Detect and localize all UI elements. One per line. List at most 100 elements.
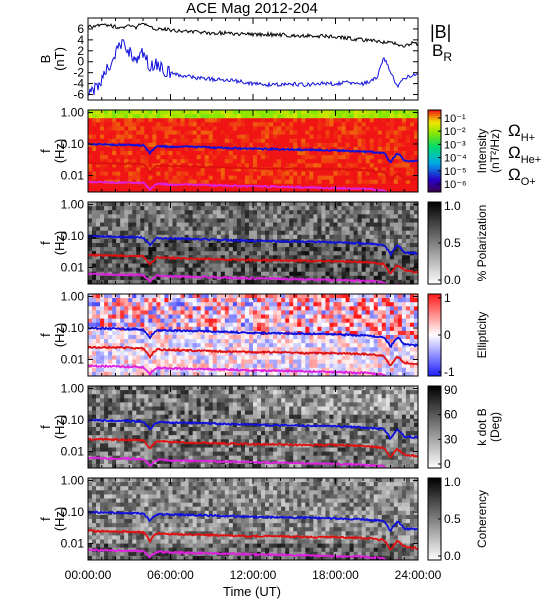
spectrogram-cell xyxy=(289,263,294,268)
spectrogram-cell xyxy=(409,187,415,192)
spectrogram-cell xyxy=(192,271,198,277)
spectrogram-cell xyxy=(333,206,338,211)
spectrogram-cell xyxy=(413,187,418,192)
spectrogram-cell xyxy=(409,279,415,284)
spectrogram-cell xyxy=(228,243,234,248)
spectrogram-cell xyxy=(389,167,395,172)
spectrogram-cell xyxy=(88,247,93,252)
spectrogram-cell xyxy=(140,247,145,252)
spectrogram-cell xyxy=(401,114,407,119)
spectrogram-cell xyxy=(152,151,157,156)
spectrogram-cell xyxy=(188,118,194,123)
spectrogram-cell xyxy=(253,255,258,260)
spectrogram-cell xyxy=(184,298,190,303)
spectrogram-cell xyxy=(232,126,238,131)
spectrogram-cell xyxy=(100,146,105,152)
spectrogram-cell xyxy=(277,351,282,356)
spectrogram-cell xyxy=(341,218,346,223)
spectrogram-cell xyxy=(289,306,294,311)
spectrogram-cell xyxy=(204,126,210,131)
spectrogram-cell xyxy=(104,318,109,324)
spectrogram-cell xyxy=(200,110,206,115)
spectrogram-cell xyxy=(156,202,161,207)
spectrogram-cell xyxy=(337,130,342,135)
spectrogram-cell xyxy=(253,234,258,240)
spectrogram-cell xyxy=(100,187,105,192)
spectrogram-cell xyxy=(164,159,169,164)
spectrogram-cell xyxy=(236,326,242,332)
spectrogram-cell xyxy=(108,206,113,211)
spectrogram-cell xyxy=(361,255,367,260)
spectrogram-cell xyxy=(321,187,326,192)
spectrogram-cell xyxy=(413,175,418,181)
spectrogram-cell xyxy=(96,202,101,207)
spectrogram-cell xyxy=(297,171,302,176)
spectrogram-cell xyxy=(269,371,274,376)
spectrogram-cell xyxy=(321,171,326,176)
spectrogram-cell xyxy=(333,138,338,144)
spectrogram-cell xyxy=(116,151,121,156)
spectrogram-cell xyxy=(160,151,165,156)
spectrogram-cell xyxy=(361,187,367,192)
spectrogram-cell xyxy=(297,310,302,315)
spectrogram-cell xyxy=(385,130,391,135)
spectrogram-cell xyxy=(168,339,173,344)
spectrogram-cell xyxy=(269,343,274,348)
spectrogram-cell xyxy=(156,306,161,311)
spectrogram-cell xyxy=(192,142,198,148)
spectrogram-cell xyxy=(349,171,355,176)
spectrogram-cell xyxy=(164,302,169,307)
spectrogram-cell xyxy=(148,322,153,328)
colorbar-segment xyxy=(428,222,441,226)
spectrogram-cell xyxy=(401,230,407,236)
spectrogram-cell xyxy=(88,279,93,284)
spectrogram-cell xyxy=(108,335,113,340)
spectrogram-cell xyxy=(144,326,149,332)
spectrogram-cell xyxy=(397,259,403,264)
spectrogram-cell xyxy=(401,126,407,131)
spectrogram-cell xyxy=(164,114,169,119)
spectrogram-cell xyxy=(281,294,286,299)
spectrogram-cell xyxy=(341,234,346,240)
spectrogram-cell xyxy=(309,363,314,369)
spectrogram-cell xyxy=(281,371,286,376)
spectrogram-cell xyxy=(405,114,411,119)
spectrogram-cell xyxy=(385,218,391,223)
spectrogram-cell xyxy=(156,339,161,344)
spectrogram-cell xyxy=(156,126,161,131)
spectrogram-cell xyxy=(132,187,137,192)
spectrogram-cell xyxy=(136,298,141,303)
spectrogram-cell xyxy=(188,159,194,164)
spectrogram-cell xyxy=(309,355,314,360)
colorbar-segment xyxy=(428,249,441,252)
spectrogram-cell xyxy=(224,234,230,240)
spectrogram-cell xyxy=(120,347,125,352)
spectrogram-cell xyxy=(128,122,133,127)
spectrogram-cell xyxy=(160,134,165,140)
spectrogram-cell xyxy=(212,279,218,284)
spectrogram-cell xyxy=(196,243,202,248)
spectrogram-cell xyxy=(329,151,334,156)
spectrogram-cell xyxy=(373,179,379,185)
spectrogram-cell xyxy=(313,371,318,376)
spectrogram-cell xyxy=(413,126,418,131)
spectrogram-cell xyxy=(144,306,149,311)
spectrogram-cell xyxy=(373,238,379,244)
spectrogram-cell xyxy=(409,234,415,240)
spectrogram-cell xyxy=(108,159,113,164)
spectrogram-cell xyxy=(164,202,169,207)
spectrogram-cell xyxy=(204,226,210,232)
spectrogram-cell xyxy=(232,167,238,172)
spectrogram-cell xyxy=(144,155,149,160)
spectrogram-cell xyxy=(273,371,278,376)
spectrogram-cell xyxy=(236,226,242,232)
spectrogram-cell xyxy=(401,222,407,227)
spectrogram-cell xyxy=(116,367,121,373)
spectrogram-cell xyxy=(144,347,149,352)
spectrogram-cell xyxy=(116,122,121,127)
spectrogram-cell xyxy=(200,243,206,248)
spectrogram-cell xyxy=(357,214,363,219)
spectrogram-cell xyxy=(176,179,181,185)
y-tick-label: 2 xyxy=(77,44,84,58)
spectrogram-cell xyxy=(357,202,363,207)
